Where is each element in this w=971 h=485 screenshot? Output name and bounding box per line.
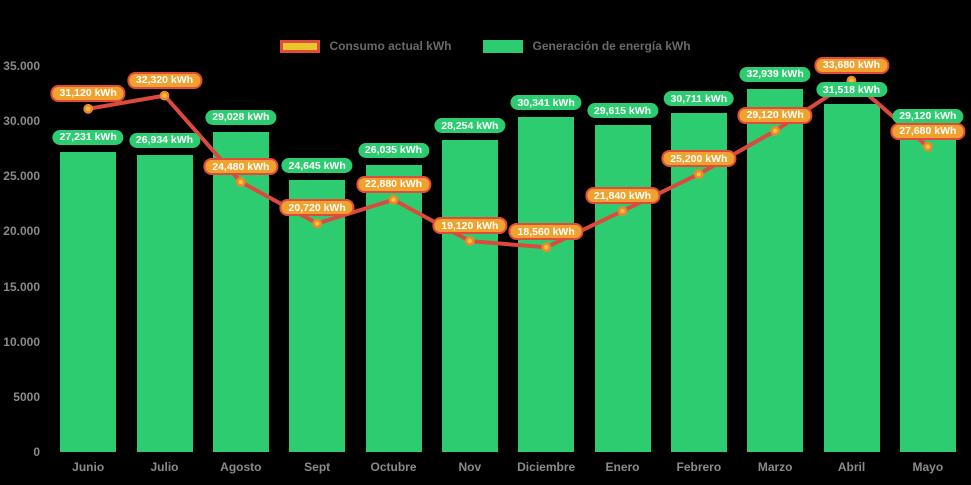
legend-item-generacion[interactable]: Generación de energía kWh — [483, 39, 691, 53]
line-point-febrero[interactable] — [693, 169, 704, 179]
line-point-agosto[interactable] — [235, 177, 246, 187]
line-point-enero[interactable] — [617, 206, 628, 216]
y-axis-tick-25000: 25.000 — [3, 169, 40, 184]
consumo-legend-swatch-icon — [280, 39, 321, 53]
generacion-value-label-abril: 31,518 kWh — [815, 82, 888, 98]
consumo-value-label-enero: 21,840 kWh — [584, 187, 661, 205]
generacion-value-label-octubre: 26,035 kWh — [357, 142, 430, 158]
x-axis-label-mayo: Mayo — [912, 460, 944, 474]
x-axis-label-junio: Junio — [72, 460, 105, 474]
bar-generacion-enero[interactable] — [594, 125, 651, 452]
x-axis-label-febrero: Febrero — [676, 460, 722, 474]
bar-generacion-junio[interactable] — [60, 151, 117, 452]
y-axis-tick-35000: 35.000 — [3, 59, 40, 73]
generacion-value-label-julio: 26,934 kWh — [128, 132, 201, 148]
consumo-value-label-mayo: 27,680 kWh — [890, 122, 966, 140]
legend-label-generacion: Generación de energía kWh — [532, 39, 691, 53]
y-axis-tick-15000: 15.000 — [3, 279, 40, 294]
consumo-value-label-febrero: 25,200 kWh — [661, 150, 737, 168]
x-axis-label-nov: Nov — [458, 460, 482, 474]
line-point-junio[interactable] — [83, 103, 94, 114]
x-axis-label-abril: Abril — [837, 460, 866, 474]
generacion-value-label-marzo: 32,939 kWh — [739, 66, 811, 82]
legend-item-consumo[interactable]: Consumo actual kWh — [280, 39, 451, 53]
consumo-value-label-diciembre: 18,560 kWh — [508, 223, 584, 241]
bar-generacion-octubre[interactable] — [365, 164, 422, 452]
chart-legend: Consumo actual kWh Generación de energía… — [0, 37, 971, 55]
generacion-value-label-nov: 28,254 kWh — [434, 118, 506, 134]
x-axis-label-sept: Sept — [304, 460, 331, 474]
consumo-value-label-nov: 19,120 kWh — [432, 217, 508, 235]
generacion-legend-swatch-icon — [483, 39, 524, 53]
bar-generacion-marzo[interactable] — [747, 88, 804, 452]
generacion-value-label-junio: 27,231 kWh — [52, 129, 124, 145]
x-axis: Junio Julio Agosto Sept Octubre Nov Diciembre E… — [50, 460, 966, 478]
consumo-value-label-octubre: 22,880 kWh — [355, 175, 432, 193]
y-axis-tick-0: 0 — [33, 445, 40, 459]
x-axis-label-octubre: Octubre — [370, 460, 417, 474]
line-point-mayo[interactable] — [922, 141, 933, 152]
consumo-value-label-abril: 33,680 kWh — [813, 56, 890, 74]
line-point-nov[interactable] — [464, 236, 475, 246]
generacion-value-label-agosto: 29,028 kWh — [205, 109, 277, 125]
y-axis-tick-20000: 20.000 — [3, 224, 40, 239]
consumo-value-label-junio: 31,120 kWh — [50, 84, 126, 102]
x-axis-label-agosto: Agosto — [220, 460, 262, 474]
bar-generacion-abril[interactable] — [823, 104, 880, 452]
y-axis-tick-10000: 10.000 — [3, 334, 40, 349]
bar-generacion-diciembre[interactable] — [518, 117, 575, 452]
consumo-value-label-sept: 20,720 kWh — [279, 199, 355, 217]
consumo-value-label-marzo: 29,120 kWh — [737, 106, 813, 124]
consumo-value-label-agosto: 24,480 kWh — [203, 158, 279, 176]
generacion-value-label-sept: 24,645 kWh — [281, 158, 353, 174]
consumo-value-label-julio: 32,320 kWh — [126, 71, 203, 89]
legend-label-consumo: Consumo actual kWh — [329, 39, 452, 53]
line-point-sept[interactable] — [312, 218, 323, 229]
bar-generacion-julio[interactable] — [136, 155, 193, 452]
line-point-julio[interactable] — [159, 90, 170, 101]
generacion-value-label-enero: 29,615 kWh — [586, 103, 659, 119]
x-axis-label-julio: Julio — [150, 460, 179, 474]
y-axis-tick-30000: 30.000 — [3, 114, 40, 129]
bar-generacion-nov[interactable] — [441, 140, 498, 452]
bar-generacion-mayo[interactable] — [899, 130, 956, 452]
plot-area: 27,231 kWh 26,934 kWh 29,028 kWh 24,645 kWh… — [50, 0, 966, 452]
generacion-value-label-mayo: 29,120 kWh — [892, 108, 964, 124]
x-axis-label-enero: Enero — [605, 460, 640, 474]
line-point-diciembre[interactable] — [541, 242, 552, 253]
y-axis: 35.000 30.000 25.000 20.000 15.000 10.000 5000… — [0, 0, 40, 459]
line-point-octubre[interactable] — [388, 194, 399, 205]
generacion-value-label-febrero: 30,711 kWh — [663, 91, 735, 107]
line-point-marzo[interactable] — [770, 125, 781, 136]
y-axis-tick-5000: 5000 — [13, 389, 40, 404]
x-axis-label-marzo: Marzo — [757, 460, 793, 474]
generacion-value-label-diciembre: 30,341 kWh — [510, 95, 582, 111]
x-axis-label-diciembre: Diciembre — [517, 460, 576, 474]
